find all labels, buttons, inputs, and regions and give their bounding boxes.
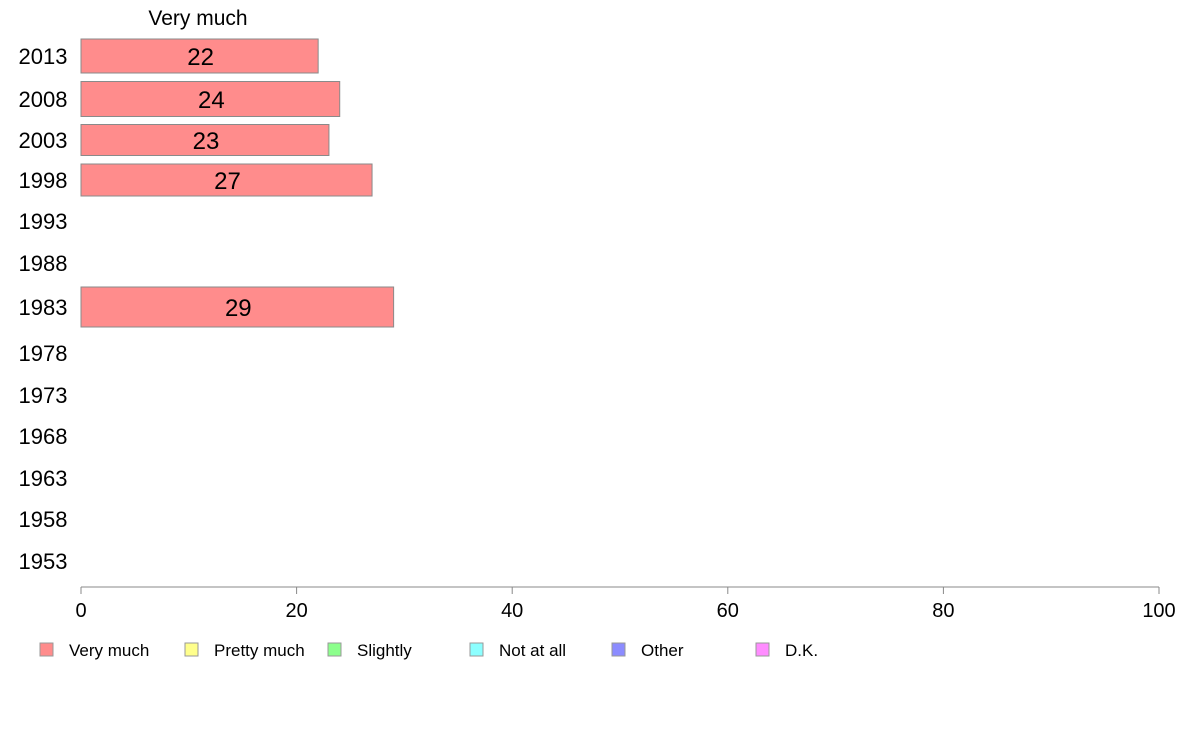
column-title: Very much <box>148 7 247 30</box>
y-tick-label-2003: 2003 <box>19 128 68 153</box>
legend-label-2: Pretty much <box>214 641 305 660</box>
y-tick-label-1968: 1968 <box>19 424 68 449</box>
y-tick-label-1978: 1978 <box>19 341 68 366</box>
y-tick-label-2013: 2013 <box>19 44 68 69</box>
y-tick-label-1958: 1958 <box>19 507 68 532</box>
x-tick-label-80: 80 <box>932 600 954 622</box>
legend-label-6: D.K. <box>785 641 818 660</box>
x-tick-label-0: 0 <box>75 600 86 622</box>
y-tick-label-1973: 1973 <box>19 383 68 408</box>
bar-2013 <box>80 38 319 74</box>
bar-2008 <box>80 81 341 117</box>
legend-label-1: Very much <box>69 641 149 660</box>
legend-label-3: Slightly <box>357 641 412 660</box>
bars: 22 24 23 27 29 <box>80 38 395 328</box>
legend-swatch-6 <box>755 642 770 657</box>
legend: Very much Pretty much Slightly Not at all Ot… <box>39 641 818 660</box>
legend-swatch-1 <box>39 642 54 657</box>
legend-swatch-4 <box>469 642 484 657</box>
y-axis-labels: 2013 2008 2003 1998 1993 1988 1983 1978 1973 1968… <box>19 44 68 574</box>
y-tick-label-1983: 1983 <box>19 295 68 320</box>
x-tick-label-40: 40 <box>501 600 523 622</box>
legend-swatch-2 <box>184 642 199 657</box>
data-label-2003: 23 <box>193 128 220 155</box>
x-tick-label-20: 20 <box>285 600 307 622</box>
bar-2003 <box>80 124 330 156</box>
x-tick-label-60: 60 <box>717 600 739 622</box>
legend-label-5: Other <box>641 641 684 660</box>
x-axis: 0 20 40 60 80 100 <box>75 586 1176 622</box>
y-tick-label-2008: 2008 <box>19 87 68 112</box>
y-tick-label-1998: 1998 <box>19 168 68 193</box>
y-tick-label-1988: 1988 <box>19 251 68 276</box>
data-label-1983: 29 <box>225 295 252 322</box>
legend-swatch-5 <box>611 642 626 657</box>
bar-1983 <box>80 286 395 328</box>
y-tick-label-1963: 1963 <box>19 466 68 491</box>
y-tick-label-1953: 1953 <box>19 549 68 574</box>
data-label-2008: 24 <box>198 87 225 114</box>
data-label-1998: 27 <box>214 168 241 195</box>
legend-label-4: Not at all <box>499 641 566 660</box>
data-label-2013: 22 <box>187 44 214 71</box>
bar-1998 <box>80 163 373 197</box>
y-tick-label-1993: 1993 <box>19 209 68 234</box>
x-tick-label-100: 100 <box>1142 600 1175 622</box>
legend-swatch-3 <box>327 642 342 657</box>
